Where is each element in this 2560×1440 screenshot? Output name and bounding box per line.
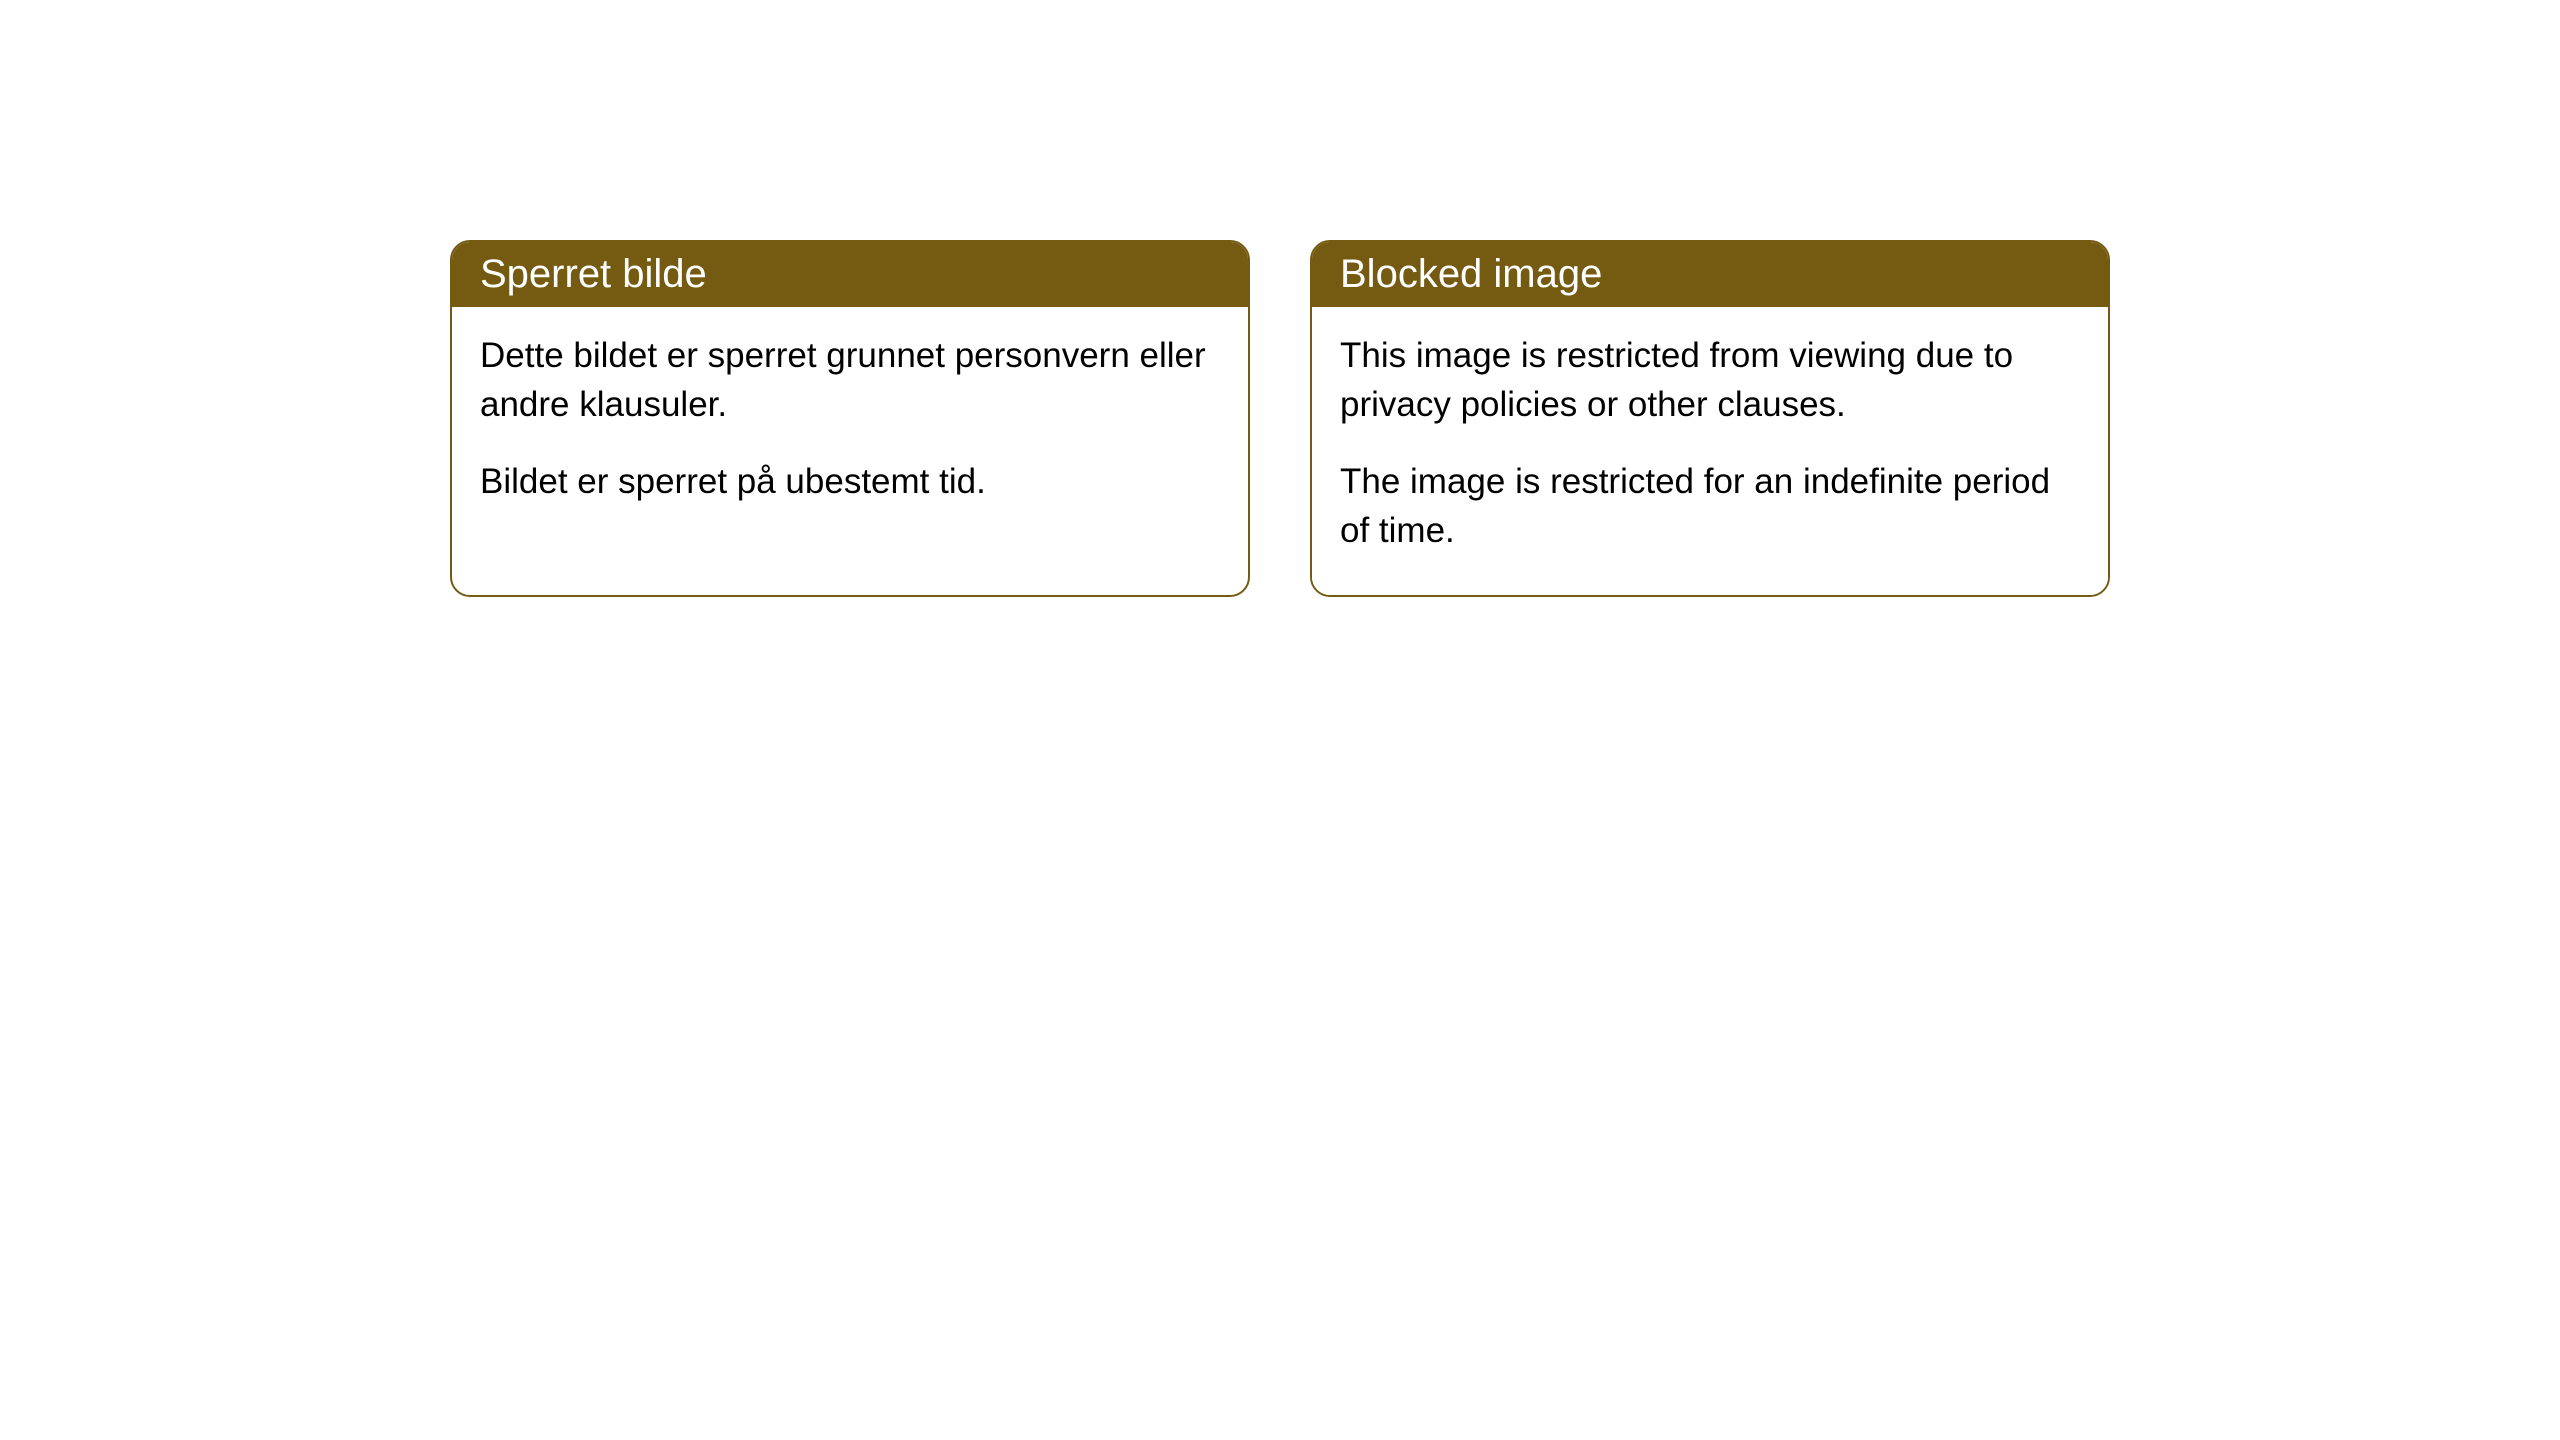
card-paragraph: The image is restricted for an indefinit… <box>1340 457 2080 555</box>
card-header: Sperret bilde <box>452 242 1248 307</box>
card-paragraph: Bildet er sperret på ubestemt tid. <box>480 457 1220 506</box>
card-body: This image is restricted from viewing du… <box>1312 307 2108 595</box>
card-paragraph: This image is restricted from viewing du… <box>1340 331 2080 429</box>
card-title: Blocked image <box>1340 252 1602 296</box>
card-title: Sperret bilde <box>480 252 707 296</box>
card-header: Blocked image <box>1312 242 2108 307</box>
cards-container: Sperret bilde Dette bildet er sperret gr… <box>450 240 2110 597</box>
card-english: Blocked image This image is restricted f… <box>1310 240 2110 597</box>
card-body: Dette bildet er sperret grunnet personve… <box>452 307 1248 546</box>
card-norwegian: Sperret bilde Dette bildet er sperret gr… <box>450 240 1250 597</box>
card-paragraph: Dette bildet er sperret grunnet personve… <box>480 331 1220 429</box>
